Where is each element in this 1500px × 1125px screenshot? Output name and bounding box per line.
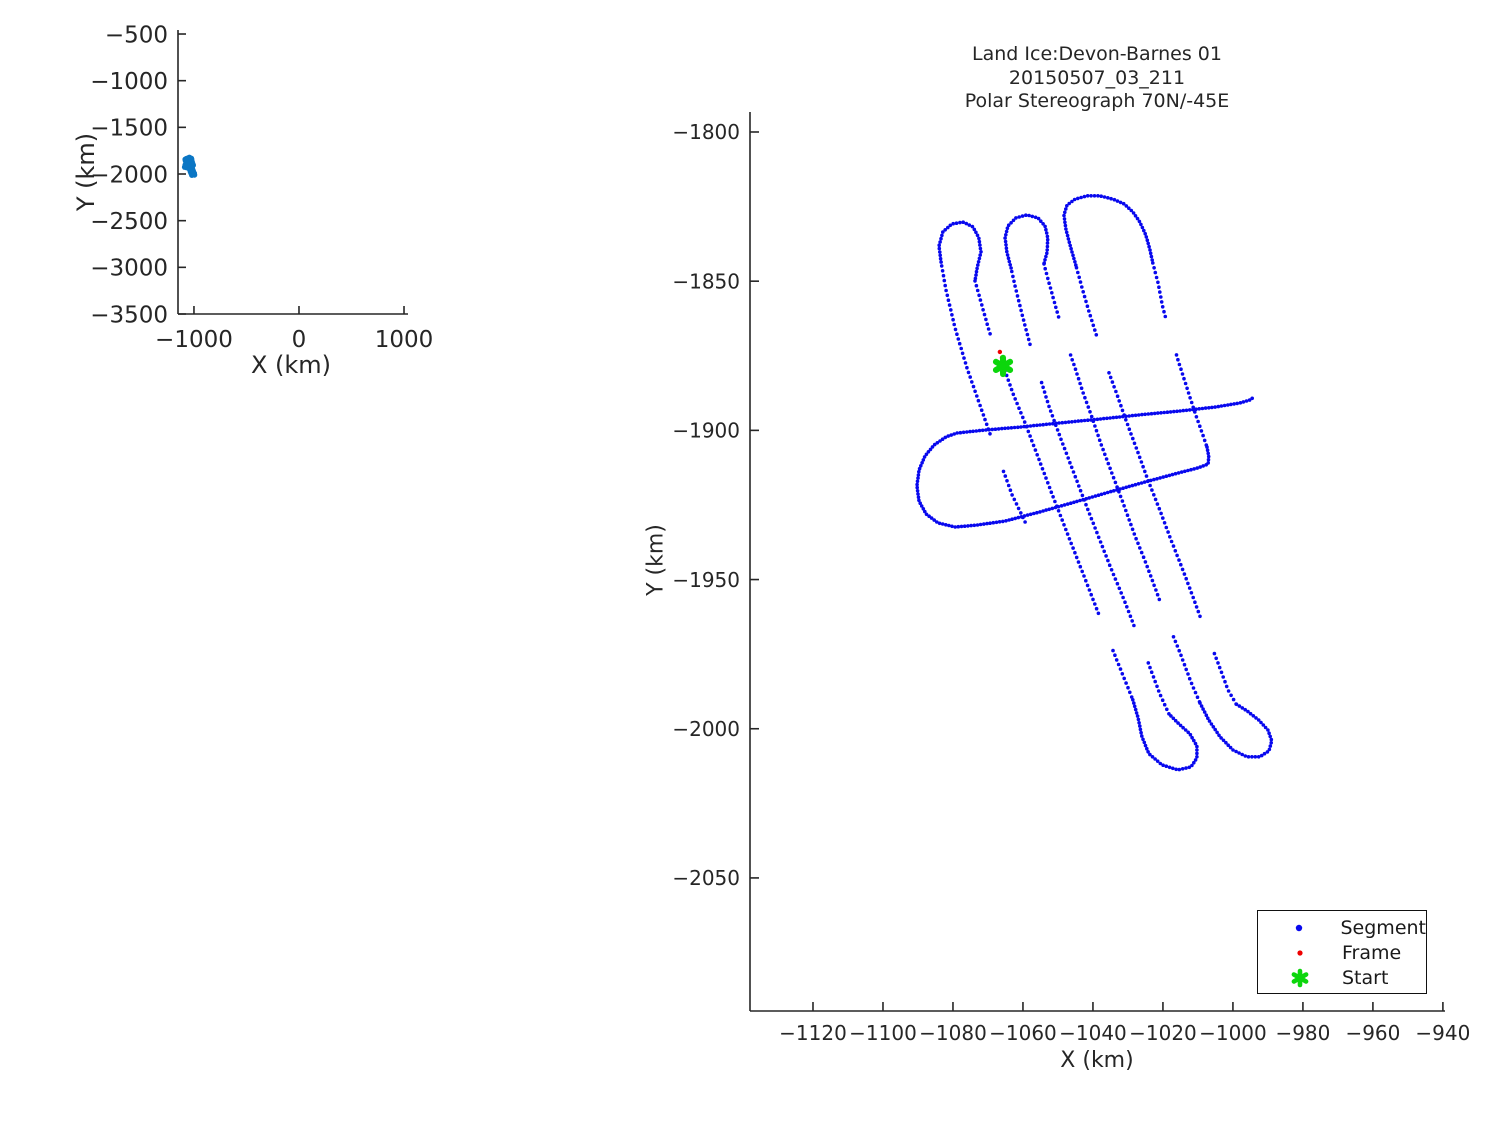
main-xaxis-label: X (km) <box>1060 1048 1134 1073</box>
legend-item-start: Start <box>1258 965 1426 990</box>
main-x-tick-label: −1120 <box>779 1021 847 1045</box>
segment-dot-icon <box>1258 917 1341 939</box>
frame-dot-icon <box>1258 942 1342 964</box>
title-line-1: Land Ice:Devon-Barnes 01 <box>972 43 1222 65</box>
overview-x-tick-label: −1000 <box>155 327 233 353</box>
legend-item-segment: Segment <box>1258 915 1426 940</box>
start-star-icon <box>1258 967 1342 989</box>
legend-item-frame: Frame <box>1258 940 1426 965</box>
main-x-tick-label: −940 <box>1415 1021 1470 1045</box>
main-yaxis-label: Y (km) <box>643 524 669 596</box>
title-line-2: 20150507_03_211 <box>1008 66 1186 89</box>
title-line-3: Polar Stereograph 70N/-45E <box>964 90 1230 112</box>
overview-axes: −1000 0 1000 −500 −1000 −1500 −2000 −2500 −3000 −… <box>90 22 433 353</box>
overview-y-tick-label: −2500 <box>90 209 168 235</box>
overview-y-tick-label: −1000 <box>90 69 168 95</box>
main-x-tick-label: −1040 <box>1059 1021 1127 1045</box>
main-x-tick-label: −1000 <box>1199 1021 1267 1045</box>
overview-y-tick-label: −2000 <box>90 162 168 188</box>
main-x-tick-label: −960 <box>1345 1021 1400 1045</box>
main-y-tick-label: −2000 <box>672 717 740 741</box>
start-marker <box>992 354 1014 378</box>
legend-box: Segment Frame Start <box>1257 910 1427 994</box>
overview-track <box>181 154 198 178</box>
main-y-tick-label: −1900 <box>672 419 740 443</box>
main-x-tick-label: −1060 <box>989 1021 1057 1045</box>
overview-y-tick-label: −3500 <box>90 302 168 328</box>
overview-yaxis-label: Y (km) <box>72 132 100 212</box>
legend-label-segment: Segment <box>1340 916 1427 939</box>
main-y-tick-label: −1950 <box>672 568 740 592</box>
main-x-tick-label: −1020 <box>1129 1021 1197 1045</box>
overview-y-tick-label: −1500 <box>90 116 168 142</box>
overview-x-tick-label: 0 <box>292 327 307 353</box>
main-y-tick-label: −1850 <box>672 269 740 293</box>
overview-y-tick-label: −500 <box>105 22 168 48</box>
main-x-tick-label: −1100 <box>849 1021 917 1045</box>
overview-x-tick-label: 1000 <box>375 327 434 353</box>
overview-y-tick-label: −3000 <box>90 256 168 282</box>
main-x-tick-label: −1080 <box>919 1021 987 1045</box>
main-plot-title: Land Ice:Devon-Barnes 01 20150507_03_211… <box>747 43 1447 114</box>
overview-xaxis-label: X (km) <box>250 351 332 379</box>
main-y-tick-label: −2050 <box>672 866 740 890</box>
main-axes: −1120 −1100 −1080 −1060 −1040 −1020 −1000 −980−… <box>672 112 1470 1045</box>
segment-dots <box>915 194 1274 772</box>
main-y-tick-label: −1800 <box>672 120 740 144</box>
main-x-tick-label: −980 <box>1275 1021 1330 1045</box>
legend-label-frame: Frame <box>1342 941 1402 964</box>
legend-label-start: Start <box>1342 966 1389 989</box>
